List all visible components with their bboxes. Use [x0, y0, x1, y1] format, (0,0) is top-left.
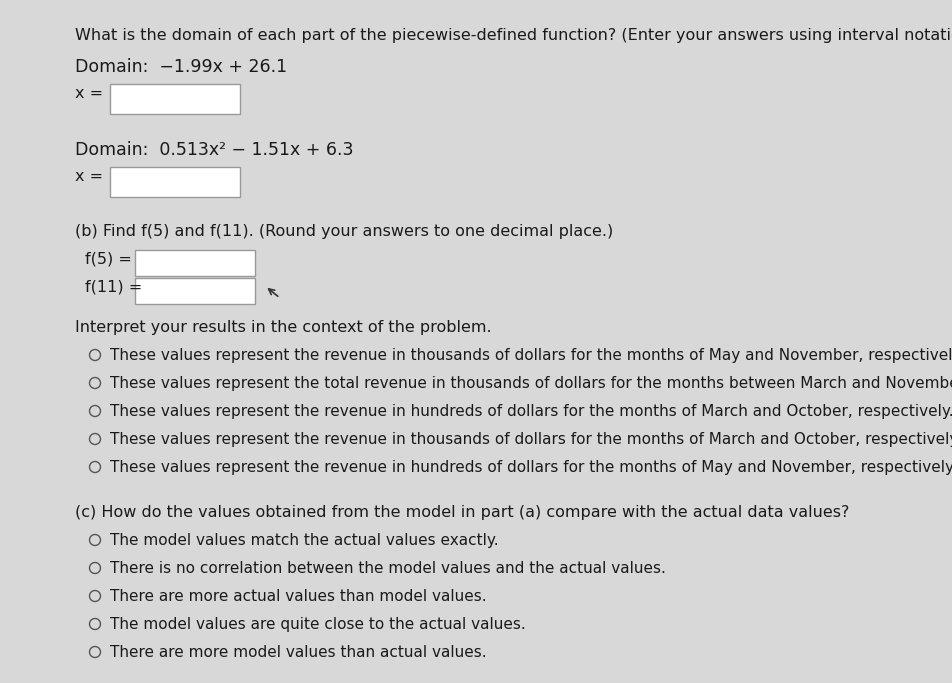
FancyBboxPatch shape [135, 278, 255, 304]
Text: Domain:  0.513x² − 1.51x + 6.3: Domain: 0.513x² − 1.51x + 6.3 [75, 141, 353, 159]
Text: (b) Find f(5) and f(11). (Round your answers to one decimal place.): (b) Find f(5) and f(11). (Round your ans… [75, 224, 613, 239]
Text: These values represent the total revenue in thousands of dollars for the months : These values represent the total revenue… [110, 376, 952, 391]
Text: x =: x = [75, 86, 103, 101]
FancyBboxPatch shape [110, 167, 240, 197]
Text: These values represent the revenue in thousands of dollars for the months of Mar: These values represent the revenue in th… [110, 432, 952, 447]
Text: What is the domain of each part of the piecewise-defined function? (Enter your a: What is the domain of each part of the p… [75, 28, 952, 43]
Text: These values represent the revenue in thousands of dollars for the months of May: These values represent the revenue in th… [110, 348, 952, 363]
Text: Domain:  −1.99x + 26.1: Domain: −1.99x + 26.1 [75, 58, 288, 76]
Text: There is no correlation between the model values and the actual values.: There is no correlation between the mode… [110, 561, 665, 576]
Text: These values represent the revenue in hundreds of dollars for the months of May : These values represent the revenue in hu… [110, 460, 952, 475]
Text: There are more actual values than model values.: There are more actual values than model … [110, 589, 486, 604]
Text: f(5) =: f(5) = [85, 252, 132, 267]
Text: (c) How do the values obtained from the model in part (a) compare with the actua: (c) How do the values obtained from the … [75, 505, 849, 520]
FancyBboxPatch shape [135, 250, 255, 276]
FancyBboxPatch shape [110, 84, 240, 114]
Text: x =: x = [75, 169, 103, 184]
Text: There are more model values than actual values.: There are more model values than actual … [110, 645, 486, 660]
Text: The model values are quite close to the actual values.: The model values are quite close to the … [110, 617, 526, 632]
Text: Interpret your results in the context of the problem.: Interpret your results in the context of… [75, 320, 491, 335]
Text: f(11) =: f(11) = [85, 280, 142, 295]
Text: The model values match the actual values exactly.: The model values match the actual values… [110, 533, 499, 548]
Text: These values represent the revenue in hundreds of dollars for the months of Marc: These values represent the revenue in hu… [110, 404, 952, 419]
